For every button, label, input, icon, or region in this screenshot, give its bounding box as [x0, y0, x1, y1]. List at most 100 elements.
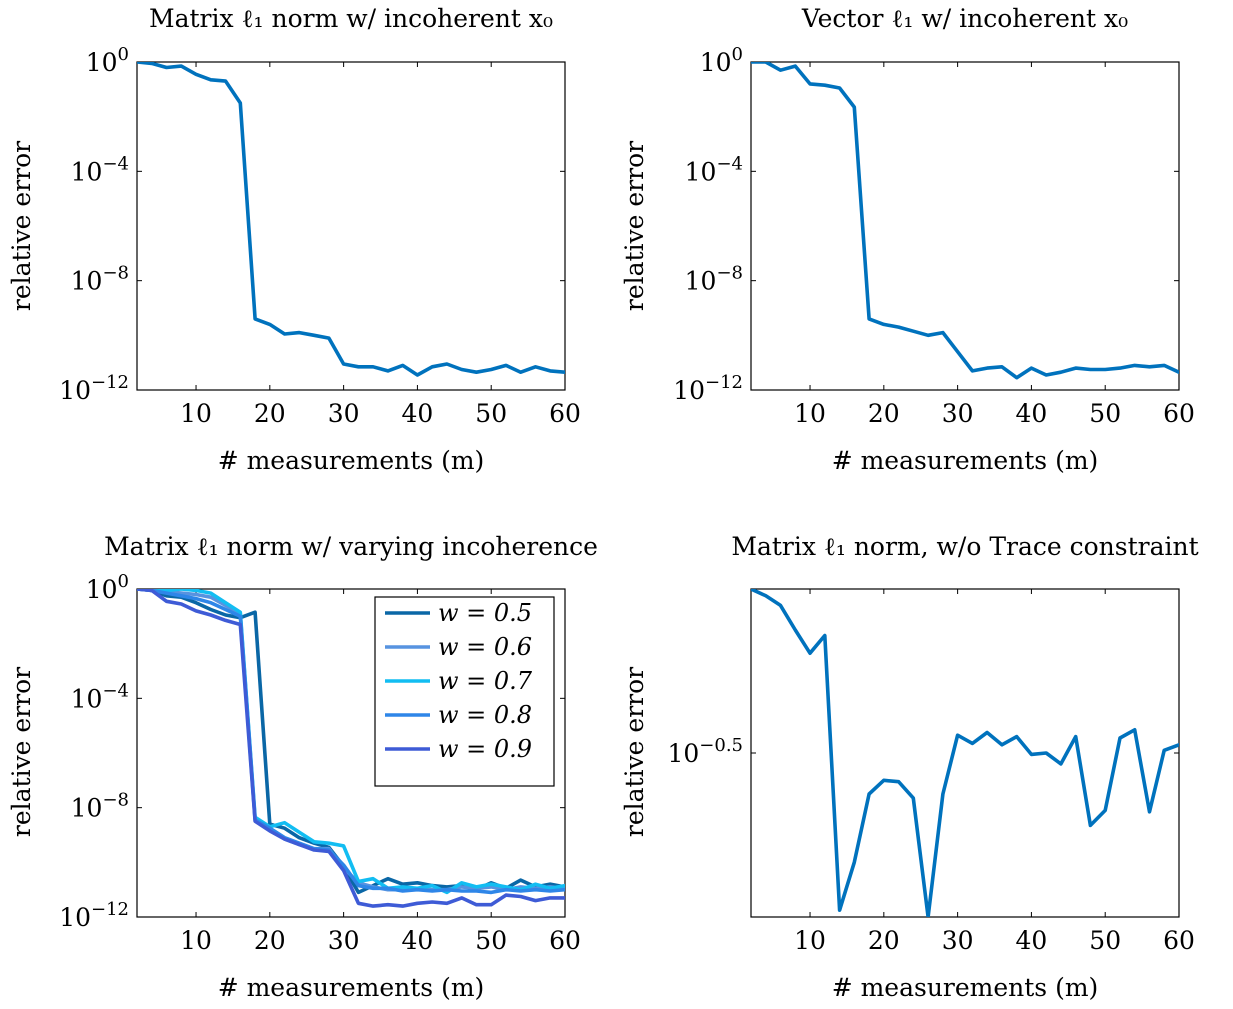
y-tick-label: 10−8	[685, 263, 743, 296]
y-tick-label: 10−0.5	[667, 735, 743, 768]
tick-base: 10	[700, 48, 732, 77]
series-line	[751, 589, 1179, 917]
x-axis-label: # measurements (m)	[218, 973, 485, 1002]
x-axis-label: # measurements (m)	[832, 446, 1099, 475]
series-lines	[751, 62, 1179, 380]
y-tick-label: 10−12	[59, 372, 129, 405]
tick-exponent: 0	[118, 571, 129, 592]
x-tick-label: 10	[794, 399, 826, 428]
x-tick-label: 50	[475, 926, 507, 955]
x-tick-label: 20	[254, 399, 286, 428]
tick-base: 10	[685, 267, 717, 296]
plot-frame	[750, 61, 1180, 391]
tick-exponent: −12	[91, 372, 129, 393]
x-tick-label: 50	[1089, 399, 1121, 428]
x-tick-label: 20	[868, 399, 900, 428]
y-axis-label: relative error	[7, 667, 36, 837]
chart-title: Matrix ℓ₁ norm w/ varying incoherence	[104, 532, 598, 561]
x-tick-label: 40	[1016, 926, 1048, 955]
plot-frame	[750, 588, 1180, 918]
series-lines	[137, 62, 565, 377]
series-lines	[751, 589, 1179, 917]
x-tick-label: 40	[402, 926, 434, 955]
tick-base: 10	[86, 48, 118, 77]
x-tick-label: 10	[180, 399, 212, 428]
x-tick-label: 40	[402, 399, 434, 428]
plot-frame	[136, 588, 566, 918]
legend-box	[374, 596, 555, 787]
tick-exponent: 0	[118, 44, 129, 65]
tick-base: 10	[71, 684, 103, 713]
panel-matrix-l1-varying: Matrix ℓ₁ norm w/ varying incoherence re…	[7, 532, 598, 1002]
series-line	[751, 62, 1179, 380]
tick-base: 10	[667, 739, 699, 768]
x-ticks: 10 20 30 40 50 60	[794, 589, 1195, 955]
x-tick-label: 20	[868, 926, 900, 955]
tick-exponent: −4	[716, 153, 743, 174]
tick-exponent: −8	[102, 263, 129, 284]
tick-base: 10	[86, 575, 118, 604]
tick-exponent: −12	[91, 899, 129, 920]
x-axis-label: # measurements (m)	[218, 446, 485, 475]
legend-label: w = 0.7	[438, 667, 533, 695]
y-tick-label: 100	[86, 571, 129, 604]
panel-vector-l1-incoherent: Vector ℓ₁ w/ incoherent x₀ relative erro…	[620, 4, 1195, 475]
x-tick-label: 50	[475, 399, 507, 428]
chart-title: Matrix ℓ₁ norm w/ incoherent x₀	[149, 4, 553, 33]
y-tick-label: 100	[700, 44, 743, 77]
tick-exponent: 0	[732, 44, 743, 65]
y-axis-label: relative error	[620, 667, 649, 837]
y-tick-label: 10−12	[59, 899, 129, 932]
x-tick-label: 10	[180, 926, 212, 955]
x-tick-label: 60	[549, 399, 581, 428]
y-tick-label: 10−4	[71, 680, 129, 713]
y-tick-label: 10−8	[71, 790, 129, 823]
x-tick-label: 50	[1089, 926, 1121, 955]
plot-frame	[136, 61, 566, 391]
y-axis-label: relative error	[620, 141, 649, 311]
panel-matrix-l1-no-trace: Matrix ℓ₁ norm, w/o Trace constraint rel…	[620, 532, 1199, 1002]
x-ticks: 10 20 30 40 50 60	[180, 62, 581, 428]
x-tick-label: 30	[328, 399, 360, 428]
x-tick-label: 30	[942, 926, 974, 955]
series-line-w-0-9	[137, 589, 565, 908]
tick-exponent: −0.5	[699, 735, 743, 756]
panel-matrix-l1-incoherent: Matrix ℓ₁ norm w/ incoherent x₀ relative…	[7, 4, 581, 475]
y-ticks: 10−0.5	[667, 735, 1179, 768]
x-tick-label: 60	[1163, 399, 1195, 428]
chart-title: Vector ℓ₁ w/ incoherent x₀	[801, 4, 1128, 33]
tick-base: 10	[673, 376, 705, 405]
tick-base: 10	[59, 376, 91, 405]
legend-label: w = 0.9	[438, 735, 532, 763]
chart-title: Matrix ℓ₁ norm, w/o Trace constraint	[731, 532, 1198, 561]
series-line-w-0-7	[137, 589, 565, 895]
tick-exponent: −12	[705, 372, 743, 393]
y-tick-label: 100	[86, 44, 129, 77]
x-tick-label: 40	[1016, 399, 1048, 428]
series-lines	[137, 589, 565, 908]
y-tick-label: 10−4	[685, 153, 743, 186]
y-tick-label: 10−8	[71, 263, 129, 296]
series-line-w-0-8	[137, 589, 565, 895]
tick-base: 10	[71, 794, 103, 823]
legend-label: w = 0.6	[438, 633, 532, 661]
tick-base: 10	[685, 157, 717, 186]
tick-base: 10	[59, 903, 91, 932]
legend-label: w = 0.8	[438, 701, 532, 729]
tick-exponent: −4	[102, 153, 129, 174]
legend: w = 0.5 w = 0.6 w = 0.7 w = 0.8 w = 0.9	[374, 596, 555, 787]
tick-exponent: −8	[716, 263, 743, 284]
tick-base: 10	[71, 267, 103, 296]
x-ticks: 10 20 30 40 50 60	[794, 62, 1195, 428]
x-tick-label: 10	[794, 926, 826, 955]
x-tick-label: 60	[549, 926, 581, 955]
x-axis-label: # measurements (m)	[832, 973, 1099, 1002]
tick-exponent: −8	[102, 790, 129, 811]
x-tick-label: 30	[328, 926, 360, 955]
legend-label: w = 0.5	[438, 599, 532, 627]
y-axis-label: relative error	[7, 141, 36, 311]
x-tick-label: 20	[254, 926, 286, 955]
